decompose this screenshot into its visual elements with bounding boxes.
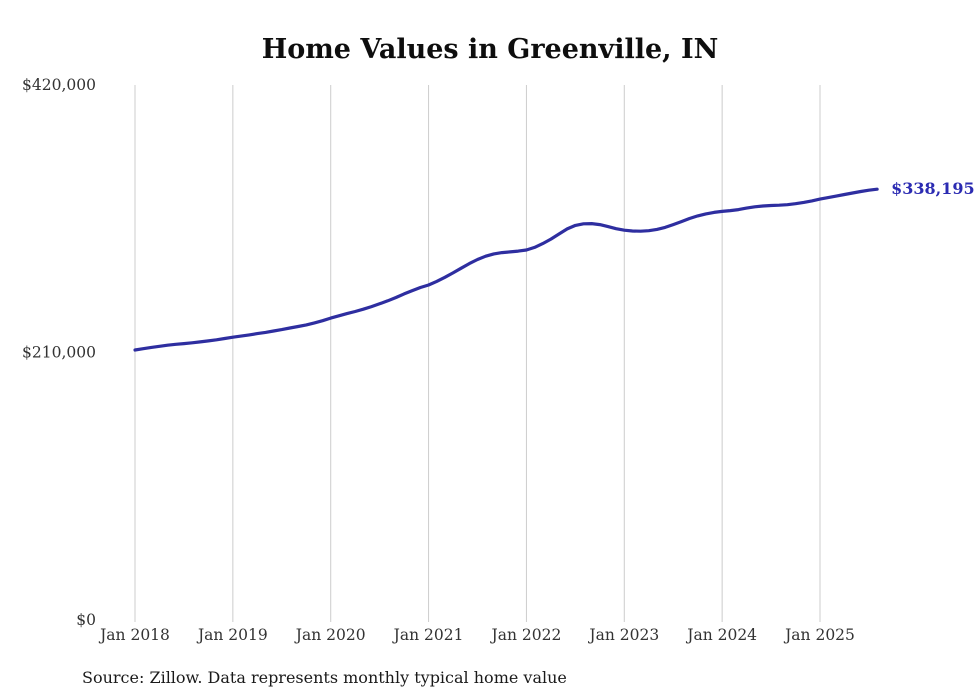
chart-title: Home Values in Greenville, IN [261, 34, 719, 65]
y-tick-label: $420,000 [22, 76, 96, 94]
x-tick-label: Jan 2020 [294, 626, 366, 644]
x-tick-label: Jan 2024 [685, 626, 757, 644]
x-tick-label: Jan 2025 [783, 626, 855, 644]
y-tick-label: $210,000 [22, 344, 96, 362]
x-tick-label: Jan 2019 [196, 626, 268, 644]
y-tick-label: $0 [76, 611, 96, 629]
x-tick-label: Jan 2022 [490, 626, 562, 644]
x-tick-label: Jan 2018 [98, 626, 170, 644]
value-line [133, 187, 879, 352]
source-note: Source: Zillow. Data represents monthly … [82, 668, 567, 687]
x-tick-label: Jan 2023 [587, 626, 659, 644]
x-tick-label: Jan 2021 [392, 626, 464, 644]
latest-value-label: $338,195 [891, 179, 975, 198]
